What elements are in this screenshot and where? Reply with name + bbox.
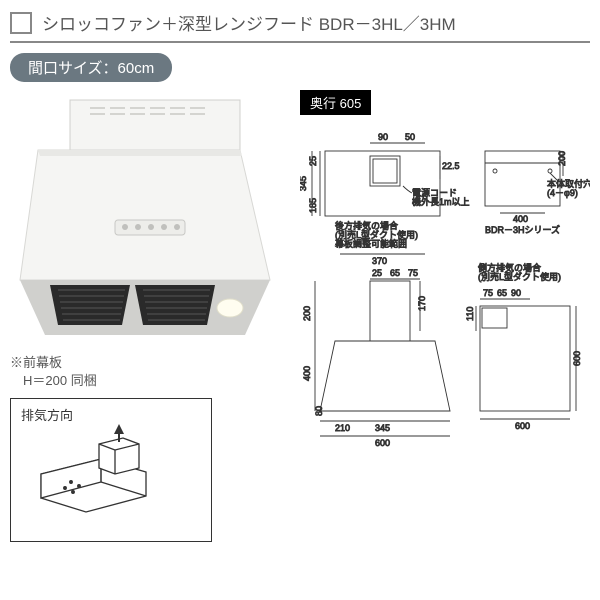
- dim-50: 50: [405, 132, 415, 142]
- dim-170: 170: [417, 296, 427, 311]
- dim-400: 400: [513, 214, 528, 224]
- front-panel-note: ※前幕板 H＝200 同梱: [10, 354, 290, 390]
- diagram-front-top: 90 50 22.5 345 185 25 電源コード 機外長1m以上: [300, 132, 470, 266]
- dim-75: 75: [408, 268, 418, 278]
- dim-225: 22.5: [442, 161, 460, 171]
- dim-90r: 90: [511, 288, 521, 298]
- exhaust-label: 排気方向: [21, 405, 201, 424]
- header: シロッコファン＋深型レンジフード BDR－3HL／3HM: [10, 10, 590, 43]
- dim-345b: 345: [375, 423, 390, 433]
- dim-75r: 75: [483, 288, 493, 298]
- dim-345: 345: [300, 176, 308, 191]
- header-bullet-icon: [10, 12, 32, 34]
- dim-600r: 600: [572, 351, 582, 366]
- rear-exhaust-note3: 幕板調整可能範囲: [335, 238, 407, 249]
- dim-200r: 200: [557, 151, 567, 166]
- note-line1: ※前幕板: [10, 355, 62, 370]
- diagram-elevation: 25 65 75 170 200 400 80 210 345: [302, 268, 450, 448]
- dim-600: 600: [375, 438, 390, 448]
- dim-65: 65: [390, 268, 400, 278]
- series-label: BDR－3Hシリーズ: [485, 224, 560, 235]
- side-exhaust-note2: (別売L型ダクト使用): [478, 271, 561, 282]
- note-line2: H＝200 同梱: [10, 373, 97, 388]
- header-title: シロッコファン＋深型レンジフード BDR－3HL／3HM: [42, 10, 456, 35]
- dim-400b: 400: [302, 366, 312, 381]
- technical-diagrams: 90 50 22.5 345 185 25 電源コード 機外長1m以上: [300, 121, 590, 521]
- dim-110: 110: [465, 307, 475, 321]
- cord-label2: 機外長1m以上: [412, 196, 470, 207]
- exhaust-direction-box: 排気方向: [10, 398, 212, 542]
- depth-badge: 奥行 605: [300, 90, 371, 115]
- dim-370: 370: [372, 256, 387, 266]
- dim-25: 25: [308, 156, 318, 166]
- dim-25b: 25: [372, 268, 382, 278]
- diagram-side-top: 200 400 本体取付穴 (4－φ9) BDR－3Hシリーズ: [485, 151, 590, 235]
- dim-80: 80: [314, 406, 324, 416]
- dim-90: 90: [378, 132, 388, 142]
- exhaust-direction-icon: [21, 424, 181, 534]
- dim-210: 210: [335, 423, 350, 433]
- product-illustration: [10, 90, 290, 350]
- mount-label2: (4－φ9): [547, 188, 578, 198]
- dim-185: 185: [308, 198, 318, 213]
- dim-600b: 600: [515, 421, 530, 431]
- dim-200: 200: [302, 306, 312, 321]
- size-pill: 間口サイズ：60cm: [10, 53, 172, 82]
- diagram-side-elevation: 側方排気の場合 (別売L型ダクト使用) 75 65 90 110 600: [465, 262, 582, 431]
- dim-65r: 65: [497, 288, 507, 298]
